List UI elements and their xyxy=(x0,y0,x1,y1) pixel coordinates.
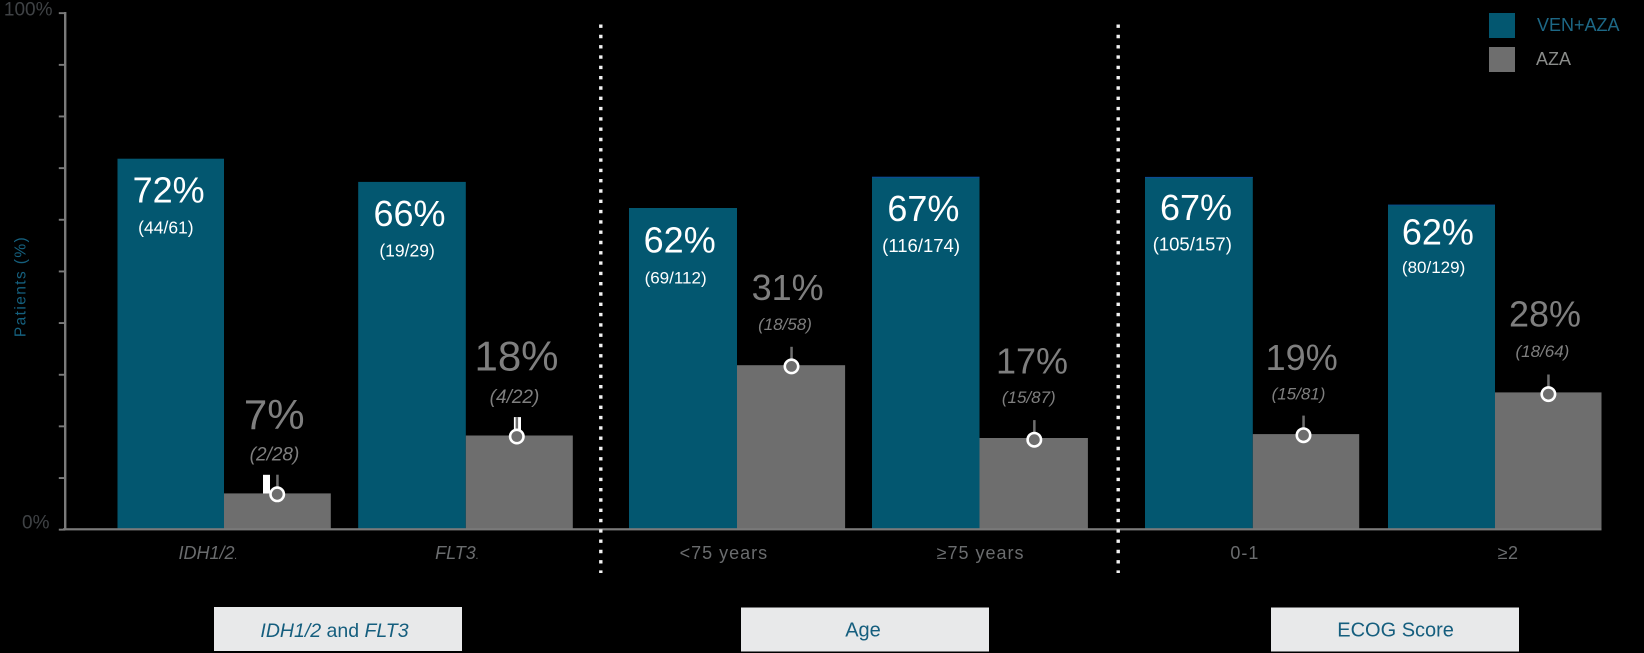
svg-text:≥75 years: ≥75 years xyxy=(937,543,1025,563)
svg-text:66%: 66% xyxy=(373,193,445,234)
svg-text:(116/174): (116/174) xyxy=(882,235,960,256)
svg-text:62%: 62% xyxy=(1402,211,1474,252)
svg-text:FLT3.: FLT3. xyxy=(435,543,479,563)
svg-text:(69/112): (69/112) xyxy=(645,268,707,287)
svg-text:IDH1/2 and FLT3: IDH1/2 and FLT3 xyxy=(260,620,408,642)
svg-text:31%: 31% xyxy=(752,267,824,308)
svg-text:18%: 18% xyxy=(474,333,558,380)
svg-text:(80/129): (80/129) xyxy=(1402,258,1465,277)
svg-text:100%: 100% xyxy=(4,0,53,21)
svg-text:17%: 17% xyxy=(996,340,1068,381)
svg-text:72%: 72% xyxy=(133,170,205,211)
svg-text:28%: 28% xyxy=(1509,294,1581,335)
svg-text:0-1: 0-1 xyxy=(1230,543,1259,563)
svg-text:0%: 0% xyxy=(22,513,50,534)
svg-text:(44/61): (44/61) xyxy=(138,218,193,238)
svg-text:67%: 67% xyxy=(1160,187,1232,228)
svg-text:(2/28): (2/28) xyxy=(250,444,300,465)
svg-text:(15/81): (15/81) xyxy=(1272,384,1326,403)
svg-text:(15/87): (15/87) xyxy=(1002,388,1056,407)
svg-text:Patients (%): Patients (%) xyxy=(13,236,30,337)
svg-text:(105/157): (105/157) xyxy=(1153,233,1232,254)
svg-text:(19/29): (19/29) xyxy=(379,241,434,261)
svg-text:<75 years: <75 years xyxy=(680,543,769,563)
svg-text:ECOG Score: ECOG Score xyxy=(1337,620,1454,642)
svg-text:19%: 19% xyxy=(1266,337,1338,378)
svg-text:AZA: AZA xyxy=(1536,49,1571,69)
svg-text:IDH1/2.: IDH1/2. xyxy=(178,543,237,563)
svg-text:62%: 62% xyxy=(644,220,716,261)
svg-text:7%: 7% xyxy=(244,391,305,438)
svg-text:VEN+AZA: VEN+AZA xyxy=(1537,15,1620,35)
svg-text:67%: 67% xyxy=(887,188,959,229)
svg-text:(4/22): (4/22) xyxy=(490,387,540,408)
svg-text:(18/58): (18/58) xyxy=(758,315,812,334)
svg-text:Age: Age xyxy=(845,620,881,642)
svg-text:(18/64): (18/64) xyxy=(1515,342,1569,361)
svg-text:≥2: ≥2 xyxy=(1498,543,1519,563)
